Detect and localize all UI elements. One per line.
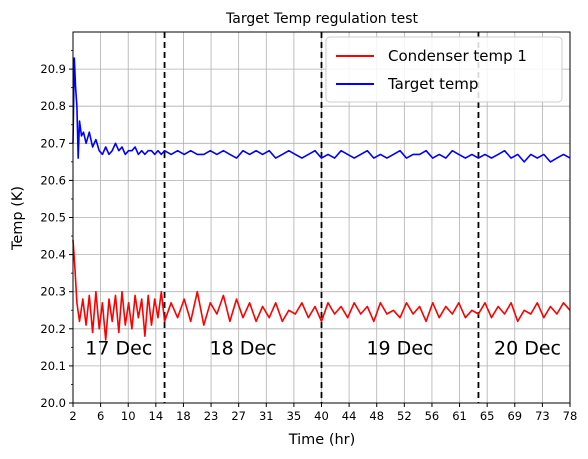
x-axis-ticks: 2 6 10 14 18 23 27 31 35 40 44 48 52 56 61 65 69 73 78 [69,403,577,423]
day-annotation: 20 Dec [494,337,561,359]
y-tick-label: 20.0 [40,396,66,410]
y-axis-ticks: 20.0 20.1 20.2 20.3 20.4 20.5 20.6 20.7 20.8 20.9 [40,50,73,410]
y-tick-label: 20.6 [40,173,66,187]
x-tick-label: 31 [259,409,274,423]
legend-label-target: Target temp [387,75,478,93]
y-tick-label: 20.3 [40,285,66,299]
legend: Condenser temp 1 Target temp [325,36,563,103]
series-line [72,57,571,163]
x-tick-label: 65 [480,409,495,423]
chart-title: Target Temp regulation test [225,11,418,27]
y-tick-label: 20.9 [40,62,66,76]
legend-label-condenser: Condenser temp 1 [388,47,527,65]
day-annotation: 17 Dec [85,337,152,359]
x-tick-label: 73 [535,409,550,423]
x-tick-label: 18 [176,409,191,423]
day-annotations: 17 Dec 18 Dec 19 Dec 20 Dec [85,337,561,359]
y-tick-label: 20.1 [40,359,66,373]
series-line [72,239,571,341]
day-annotation: 18 Dec [210,337,277,359]
x-tick-label: 2 [69,409,76,423]
x-tick-label: 14 [149,409,164,423]
x-tick-label: 61 [452,409,467,423]
x-tick-label: 56 [425,409,440,423]
y-tick-label: 20.8 [40,99,66,113]
y-axis-label: Temp (K) [10,186,26,251]
y-tick-label: 20.7 [40,136,66,150]
x-tick-label: 52 [397,409,412,423]
x-tick-label: 78 [563,409,578,423]
x-axis-label: Time (hr) [288,432,356,448]
day-annotation: 19 Dec [366,337,433,359]
series-lines [72,57,571,341]
x-tick-label: 40 [314,409,329,423]
x-tick-label: 10 [121,409,136,423]
x-tick-label: 27 [231,409,246,423]
legend-box [325,36,563,103]
x-tick-label: 69 [507,409,522,423]
y-tick-label: 20.4 [40,248,66,262]
y-tick-label: 20.2 [40,322,66,336]
x-tick-label: 48 [369,409,384,423]
x-tick-label: 23 [204,409,219,423]
x-tick-label: 44 [342,409,357,423]
y-tick-label: 20.5 [40,211,66,225]
x-tick-label: 35 [287,409,302,423]
x-tick-label: 6 [97,409,104,423]
